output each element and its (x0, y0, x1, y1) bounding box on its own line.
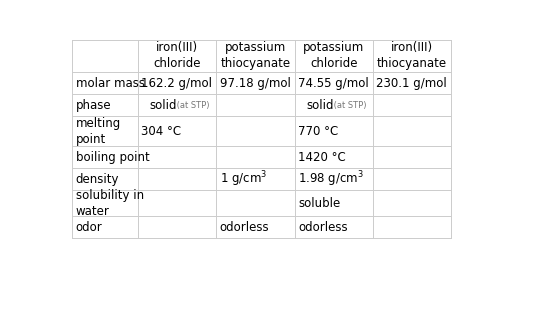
Text: 770 °C: 770 °C (298, 125, 339, 137)
Text: 1.98 g/cm$^3$: 1.98 g/cm$^3$ (298, 169, 364, 189)
Text: 230.1 g/mol: 230.1 g/mol (376, 77, 447, 90)
Text: 162.2 g/mol: 162.2 g/mol (141, 77, 212, 90)
Text: 97.18 g/mol: 97.18 g/mol (219, 77, 290, 90)
Text: 304 °C: 304 °C (141, 125, 182, 137)
Text: solubility in
water: solubility in water (76, 189, 144, 218)
Text: odorless: odorless (298, 221, 348, 234)
Text: (at STP): (at STP) (174, 100, 210, 109)
Text: 74.55 g/mol: 74.55 g/mol (298, 77, 369, 90)
Text: solid: solid (150, 99, 177, 112)
Text: molar mass: molar mass (76, 77, 145, 90)
Text: iron(III)
thiocyanate: iron(III) thiocyanate (377, 41, 447, 70)
Text: 1 g/cm$^3$: 1 g/cm$^3$ (219, 169, 267, 189)
Text: soluble: soluble (298, 197, 340, 210)
Text: boiling point: boiling point (76, 151, 150, 164)
Text: iron(III)
chloride: iron(III) chloride (153, 41, 201, 70)
Text: odorless: odorless (219, 221, 269, 234)
Text: odor: odor (76, 221, 103, 234)
Text: 1420 °C: 1420 °C (298, 151, 346, 164)
Text: density: density (76, 173, 120, 186)
Text: phase: phase (76, 99, 111, 112)
Text: potassium
chloride: potassium chloride (303, 41, 364, 70)
Text: solid: solid (306, 99, 334, 112)
Text: potassium
thiocyanate: potassium thiocyanate (221, 41, 290, 70)
Text: melting
point: melting point (76, 117, 121, 146)
Text: (at STP): (at STP) (330, 100, 366, 109)
